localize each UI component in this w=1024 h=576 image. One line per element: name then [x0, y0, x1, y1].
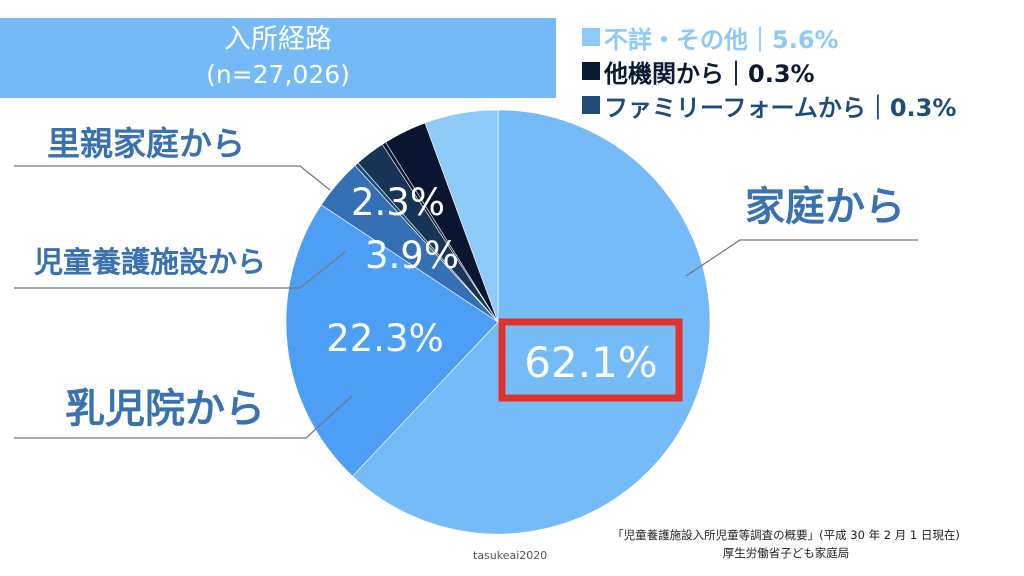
legend-item-other-agency: 他機関から｜0.3% — [582, 54, 956, 88]
callout-line — [14, 395, 353, 439]
pie-slice — [424, 109, 499, 323]
legend-swatch — [582, 96, 600, 114]
legend: 不詳・その他｜5.6% 他機関から｜0.3% ファミリーフォームから｜0.3% — [582, 20, 956, 122]
callout-line — [14, 251, 346, 289]
callout-line — [14, 165, 331, 191]
callout-infant-home: 乳児院から — [65, 386, 265, 432]
legend-swatch — [582, 28, 600, 46]
callout-line — [685, 239, 918, 277]
legend-label: ファミリーフォームから｜0.3% — [604, 93, 957, 122]
slice-label-home: 62.1% — [524, 338, 657, 387]
source-note: 「児童養護施設入所児童等調査の概要」(平成 30 年 2 月 1 日現在) 厚生… — [586, 526, 986, 562]
chart-title-box: 入所経路 (n=27,026) — [0, 18, 556, 98]
callout-lines — [14, 165, 918, 439]
source-agency: 厚生労働省子ども家庭局 — [722, 546, 850, 560]
callout-home: 家庭から — [745, 184, 905, 230]
slice-labels: 62.1% 22.3% 3.9% 2.3% — [326, 181, 657, 387]
callout-childcare-facility: 児童養護施設から — [34, 245, 266, 279]
legend-label: 不詳・その他｜5.6% — [604, 25, 839, 54]
slice-label-foster-home: 2.3% — [351, 181, 445, 224]
highlight-box — [498, 318, 683, 402]
slice-label-childcare-facility: 3.9% — [365, 234, 459, 277]
source-title: 「児童養護施設入所児童等調査の概要」(平成 30 年 2 月 1 日現在) — [612, 528, 960, 542]
legend-item-other: 不詳・その他｜5.6% — [582, 20, 956, 54]
legend-item-family-home: ファミリーフォームから｜0.3% — [582, 88, 956, 122]
chart-subtitle: (n=27,026) — [206, 60, 350, 89]
callout-texts: 家庭から 里親家庭から 児童養護施設から 乳児院から — [34, 124, 905, 432]
legend-swatch — [582, 62, 600, 80]
callout-foster-home: 里親家庭から — [47, 124, 245, 163]
slice-label-infant-home: 22.3% — [326, 317, 444, 360]
chart-title: 入所経路 — [224, 24, 332, 55]
legend-label: 他機関から｜0.3% — [604, 59, 815, 88]
watermark: tasukeai2020 — [473, 549, 548, 562]
